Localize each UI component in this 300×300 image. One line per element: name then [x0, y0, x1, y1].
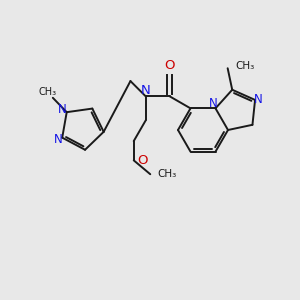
Text: CH₃: CH₃ — [236, 61, 255, 71]
Text: N: N — [209, 97, 218, 110]
Text: N: N — [254, 93, 262, 106]
Text: N: N — [141, 84, 151, 97]
Text: O: O — [138, 154, 148, 167]
Text: N: N — [58, 103, 67, 116]
Text: O: O — [164, 59, 175, 72]
Text: N: N — [54, 133, 63, 146]
Text: CH₃: CH₃ — [39, 87, 57, 97]
Text: CH₃: CH₃ — [157, 169, 176, 179]
